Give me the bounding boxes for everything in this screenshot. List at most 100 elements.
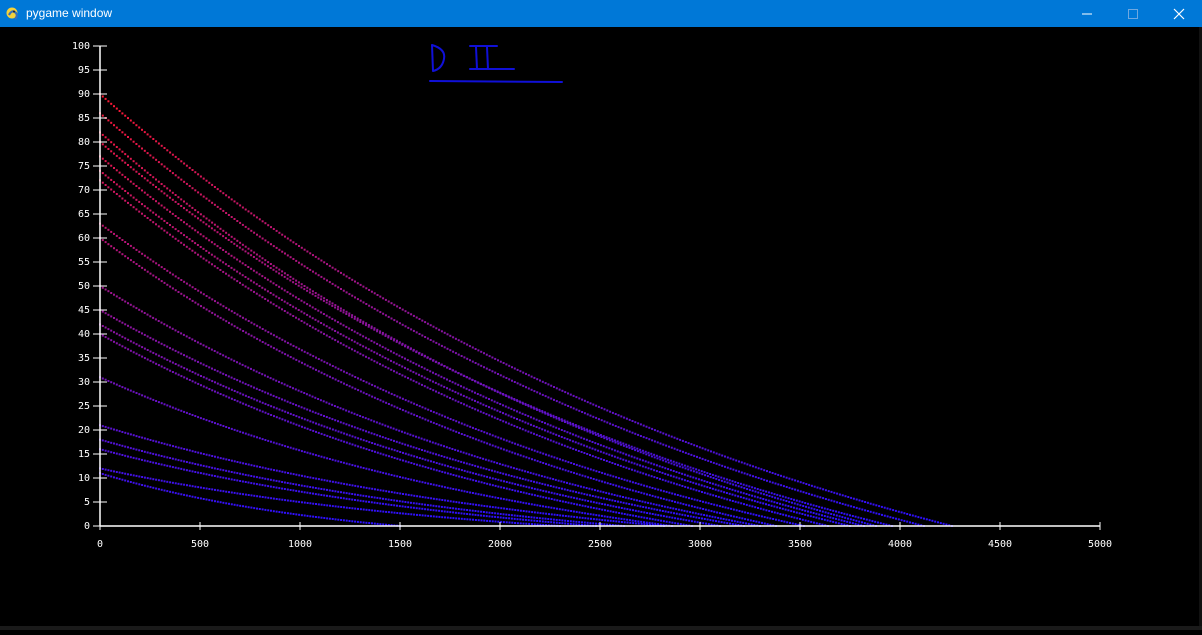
data-point — [160, 227, 163, 230]
data-point — [213, 255, 216, 258]
data-point — [191, 338, 194, 341]
data-point — [639, 464, 642, 467]
data-point — [141, 346, 144, 349]
y-tick-label: 75 — [78, 161, 90, 172]
data-point — [446, 347, 449, 350]
data-point — [314, 487, 317, 489]
data-point — [275, 510, 278, 513]
data-point — [572, 422, 574, 425]
data-point — [623, 478, 626, 481]
data-point — [387, 336, 390, 339]
data-point — [365, 430, 367, 433]
data-point — [637, 520, 640, 523]
data-point — [373, 341, 376, 344]
data-point — [385, 446, 388, 449]
data-point — [603, 515, 606, 518]
data-point — [132, 447, 135, 450]
data-point — [216, 489, 219, 492]
title-bar[interactable]: pygame window — [0, 0, 1202, 27]
data-point — [446, 427, 449, 430]
data-point — [647, 467, 650, 470]
data-point — [284, 471, 287, 474]
data-point — [664, 472, 667, 475]
data-point — [667, 458, 670, 461]
data-point — [199, 472, 202, 475]
data-point — [785, 486, 788, 488]
data-point — [247, 320, 250, 322]
data-point — [118, 297, 121, 300]
y-tick-label: 5 — [84, 497, 90, 508]
data-point — [398, 342, 401, 345]
data-point — [852, 497, 855, 500]
data-point — [275, 498, 278, 500]
data-point — [275, 396, 278, 399]
data-point — [801, 509, 804, 511]
data-point — [219, 424, 222, 427]
data-point — [289, 356, 292, 358]
data-point — [194, 209, 197, 212]
data-point — [155, 276, 158, 279]
data-point — [166, 464, 169, 467]
data-point — [605, 436, 608, 439]
data-point — [897, 510, 900, 513]
data-point — [258, 273, 261, 276]
data-point — [682, 523, 685, 526]
data-point — [208, 499, 211, 502]
data-point — [609, 523, 611, 526]
data-point — [530, 375, 533, 378]
data-point — [211, 263, 213, 266]
data-point — [448, 368, 451, 370]
data-point — [605, 491, 608, 494]
data-point — [550, 491, 553, 494]
data-point — [129, 259, 132, 262]
data-point — [655, 503, 658, 506]
data-point — [852, 519, 855, 522]
maximize-button[interactable] — [1110, 0, 1156, 27]
data-point — [359, 352, 362, 355]
series-0 — [99, 93, 953, 527]
data-point — [177, 230, 180, 233]
data-point — [351, 435, 354, 438]
close-button[interactable] — [1156, 0, 1202, 27]
data-point — [678, 484, 681, 487]
data-point — [485, 468, 488, 471]
data-point — [216, 188, 219, 191]
data-point — [639, 451, 642, 454]
data-point — [622, 501, 625, 504]
game-canvas[interactable]: 0 500 1000 1500 2000 2500 3000 3500 4000 4500 5000… — [0, 27, 1202, 630]
minimize-button[interactable] — [1064, 0, 1110, 27]
data-point — [631, 420, 634, 422]
data-point — [505, 473, 507, 476]
data-point — [446, 486, 449, 489]
data-point — [382, 502, 384, 505]
data-point — [417, 436, 420, 439]
data-point — [157, 364, 160, 367]
data-point — [230, 491, 233, 494]
data-point — [155, 362, 158, 365]
data-point — [143, 476, 146, 479]
data-point — [225, 231, 228, 234]
data-point — [241, 223, 244, 226]
data-point — [477, 349, 480, 352]
data-point — [345, 325, 348, 328]
data-point — [261, 341, 264, 343]
data-point — [127, 178, 129, 181]
data-point — [392, 427, 395, 430]
data-point — [197, 253, 199, 256]
data-point — [457, 489, 460, 492]
data-point — [479, 382, 482, 385]
data-point — [415, 435, 417, 438]
data-point — [749, 512, 752, 515]
data-point — [371, 395, 374, 398]
data-point — [491, 506, 494, 509]
data-point — [155, 178, 157, 181]
data-point — [468, 345, 471, 348]
data-point — [347, 410, 350, 413]
data-point — [443, 486, 446, 489]
data-point — [522, 501, 525, 504]
data-point — [474, 519, 477, 521]
data-point — [695, 477, 698, 480]
data-point — [625, 502, 628, 505]
data-point — [816, 509, 819, 511]
series-12 — [99, 333, 693, 527]
